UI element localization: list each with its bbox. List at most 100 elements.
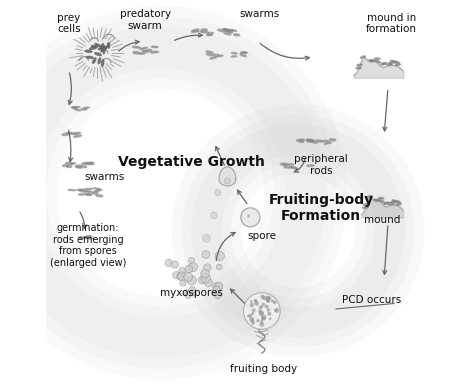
Ellipse shape xyxy=(306,139,312,142)
Circle shape xyxy=(215,282,223,290)
Ellipse shape xyxy=(297,140,304,142)
Ellipse shape xyxy=(379,200,384,202)
Ellipse shape xyxy=(98,48,106,50)
Ellipse shape xyxy=(240,52,246,54)
Ellipse shape xyxy=(79,237,84,239)
Circle shape xyxy=(185,265,193,273)
Ellipse shape xyxy=(82,162,88,164)
Ellipse shape xyxy=(208,32,213,35)
Circle shape xyxy=(202,251,210,258)
Circle shape xyxy=(265,305,268,308)
Circle shape xyxy=(260,295,264,299)
Circle shape xyxy=(204,278,212,286)
Circle shape xyxy=(267,300,270,303)
Ellipse shape xyxy=(374,199,379,201)
Ellipse shape xyxy=(74,109,81,111)
Ellipse shape xyxy=(79,194,84,195)
Ellipse shape xyxy=(81,108,87,110)
Text: Vegetative Growth: Vegetative Growth xyxy=(118,155,264,169)
Ellipse shape xyxy=(84,188,93,190)
Ellipse shape xyxy=(74,132,81,134)
Ellipse shape xyxy=(284,167,292,168)
Ellipse shape xyxy=(101,46,108,51)
Ellipse shape xyxy=(71,133,76,135)
Ellipse shape xyxy=(85,194,91,196)
Text: germination:
rods emerging
from spores
(enlarged view): germination: rods emerging from spores (… xyxy=(50,223,126,268)
Ellipse shape xyxy=(100,44,103,49)
Ellipse shape xyxy=(99,45,106,50)
Text: PCD occurs: PCD occurs xyxy=(342,295,401,305)
Circle shape xyxy=(251,312,254,315)
Ellipse shape xyxy=(63,164,69,167)
Text: mound: mound xyxy=(364,216,401,226)
Circle shape xyxy=(204,264,211,271)
Text: mound in
formation: mound in formation xyxy=(365,13,417,34)
Ellipse shape xyxy=(363,207,368,208)
Ellipse shape xyxy=(329,139,336,141)
Ellipse shape xyxy=(201,32,209,33)
Circle shape xyxy=(224,178,230,184)
Circle shape xyxy=(262,303,265,306)
Circle shape xyxy=(244,293,280,329)
Ellipse shape xyxy=(224,33,231,35)
Ellipse shape xyxy=(79,190,87,192)
Ellipse shape xyxy=(390,201,395,203)
Circle shape xyxy=(274,308,279,313)
Ellipse shape xyxy=(85,162,93,165)
Ellipse shape xyxy=(86,56,93,59)
Circle shape xyxy=(259,311,264,316)
Circle shape xyxy=(247,315,250,317)
Ellipse shape xyxy=(381,63,386,65)
Ellipse shape xyxy=(395,64,401,66)
Ellipse shape xyxy=(395,201,401,203)
Ellipse shape xyxy=(191,31,199,32)
Ellipse shape xyxy=(90,47,97,49)
Text: prey
cells: prey cells xyxy=(57,13,81,34)
Ellipse shape xyxy=(96,194,103,197)
Ellipse shape xyxy=(133,52,140,54)
Circle shape xyxy=(189,257,194,263)
Ellipse shape xyxy=(292,167,297,168)
Circle shape xyxy=(265,295,270,300)
Ellipse shape xyxy=(73,107,80,109)
Circle shape xyxy=(273,301,277,304)
Circle shape xyxy=(259,322,264,327)
Ellipse shape xyxy=(85,50,92,52)
Ellipse shape xyxy=(396,203,401,205)
Ellipse shape xyxy=(92,58,96,63)
Text: Fruiting-body
Formation: Fruiting-body Formation xyxy=(269,192,374,223)
Ellipse shape xyxy=(218,55,223,57)
Circle shape xyxy=(178,272,186,281)
Ellipse shape xyxy=(299,139,305,141)
Ellipse shape xyxy=(140,53,145,54)
Circle shape xyxy=(249,317,254,322)
Circle shape xyxy=(165,259,173,266)
Circle shape xyxy=(251,321,255,325)
Ellipse shape xyxy=(76,166,82,168)
Ellipse shape xyxy=(81,166,87,167)
Ellipse shape xyxy=(74,135,82,137)
Ellipse shape xyxy=(226,31,232,33)
Circle shape xyxy=(256,319,259,322)
Circle shape xyxy=(261,315,266,320)
Ellipse shape xyxy=(70,163,75,164)
Circle shape xyxy=(255,301,259,306)
Circle shape xyxy=(271,300,274,303)
Ellipse shape xyxy=(68,189,76,191)
Ellipse shape xyxy=(83,236,91,239)
Circle shape xyxy=(259,311,264,316)
Circle shape xyxy=(261,317,265,321)
Text: fruiting body: fruiting body xyxy=(230,365,297,375)
Circle shape xyxy=(215,189,221,196)
Ellipse shape xyxy=(65,162,73,164)
Circle shape xyxy=(187,276,196,285)
Ellipse shape xyxy=(223,28,229,31)
Text: swarms: swarms xyxy=(240,9,280,19)
Ellipse shape xyxy=(89,162,94,164)
Ellipse shape xyxy=(94,189,101,192)
Ellipse shape xyxy=(310,141,317,143)
Ellipse shape xyxy=(240,55,246,57)
Ellipse shape xyxy=(85,193,91,195)
Text: spore: spore xyxy=(247,231,276,241)
Circle shape xyxy=(267,296,271,301)
